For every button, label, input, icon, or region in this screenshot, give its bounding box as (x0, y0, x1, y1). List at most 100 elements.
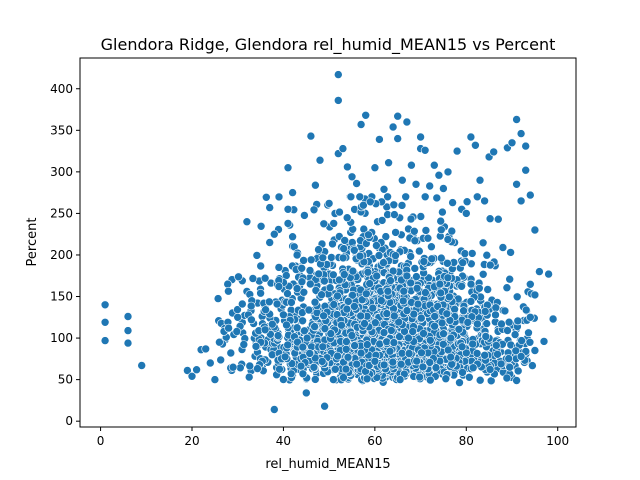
data-point (388, 122, 398, 132)
data-point (333, 351, 342, 361)
data-point (306, 255, 316, 265)
data-point (320, 276, 329, 286)
data-point (236, 363, 245, 373)
data-point (525, 190, 535, 200)
data-point (521, 141, 531, 151)
data-point (402, 306, 412, 315)
data-point (521, 305, 531, 315)
data-point (381, 232, 391, 241)
data-point (478, 269, 488, 279)
data-point (314, 245, 323, 254)
data-point (504, 317, 514, 327)
data-point (343, 352, 353, 362)
data-point (502, 373, 512, 383)
data-point (462, 197, 472, 206)
data-point (137, 361, 146, 370)
data-point (246, 301, 256, 311)
data-point (362, 374, 372, 384)
data-point (525, 312, 535, 322)
data-point (406, 278, 416, 288)
data-point (348, 290, 357, 300)
data-point (283, 163, 293, 172)
data-point (418, 362, 428, 372)
data-point (343, 162, 352, 172)
data-point (352, 359, 362, 369)
data-point (458, 368, 467, 377)
data-point (491, 303, 501, 313)
data-point (347, 331, 357, 340)
data-point (395, 375, 405, 384)
data-point (432, 193, 442, 203)
data-point (434, 170, 444, 180)
data-point (314, 269, 324, 279)
data-point (505, 362, 515, 372)
data-point (333, 291, 342, 301)
data-point (252, 251, 262, 260)
data-point (436, 253, 446, 263)
data-point (187, 371, 197, 381)
data-point (382, 337, 392, 347)
data-point (419, 257, 429, 266)
data-point (379, 258, 388, 267)
data-point (370, 163, 380, 172)
data-point (457, 281, 466, 291)
data-point (223, 279, 232, 289)
data-point (310, 375, 320, 384)
data-point (279, 375, 288, 384)
data-point (292, 323, 302, 333)
data-point (261, 193, 271, 202)
data-point (386, 326, 396, 335)
data-point (100, 336, 110, 345)
data-point (210, 375, 220, 384)
data-point (238, 299, 247, 309)
data-point (256, 222, 266, 231)
data-point (388, 239, 398, 249)
x-axis: 0 20 40 60 80 100 (97, 427, 569, 448)
data-point (261, 305, 270, 315)
data-point (311, 180, 320, 190)
data-point (346, 192, 356, 202)
data-point (328, 239, 337, 249)
data-point (300, 211, 309, 220)
data-point (386, 276, 395, 285)
data-point (335, 207, 344, 217)
data-point (417, 348, 426, 358)
data-point (430, 321, 439, 331)
data-point (511, 346, 521, 356)
data-point (504, 354, 514, 363)
data-point (391, 251, 400, 260)
data-point (348, 266, 358, 276)
data-point (397, 175, 407, 185)
data-point (419, 329, 428, 338)
data-point (507, 138, 517, 148)
data-point (360, 319, 369, 328)
data-point (500, 306, 510, 316)
data-point (298, 342, 308, 352)
data-point (372, 241, 381, 250)
data-point (517, 336, 526, 345)
data-point (361, 289, 371, 299)
data-point (464, 372, 474, 382)
x-tick-label: 40 (276, 434, 291, 448)
data-point (310, 322, 319, 331)
data-point (350, 302, 359, 311)
data-point (510, 330, 520, 339)
data-point (329, 375, 338, 384)
data-point (521, 165, 531, 175)
data-point (475, 375, 485, 385)
data-point (299, 287, 309, 297)
data-point (232, 327, 242, 336)
data-point (274, 263, 284, 272)
data-point (483, 285, 493, 294)
data-point (443, 345, 453, 355)
data-point (505, 274, 515, 284)
data-point (123, 312, 133, 321)
data-point (496, 359, 506, 369)
y-tick-label: 150 (50, 290, 73, 304)
data-point (123, 326, 133, 335)
data-point (513, 316, 523, 326)
data-point (393, 111, 403, 121)
data-point (283, 340, 293, 350)
data-point (300, 326, 309, 336)
data-point (447, 226, 457, 236)
